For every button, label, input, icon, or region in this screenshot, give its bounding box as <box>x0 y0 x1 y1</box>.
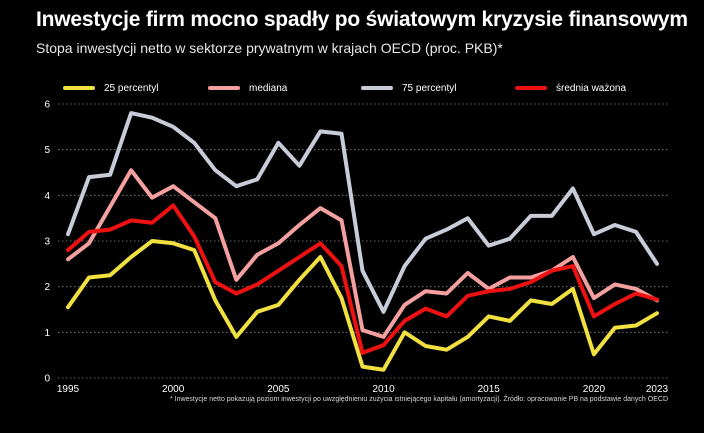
y-tick-label-3: 3 <box>44 237 50 248</box>
series-line-srednia-wazona <box>66 203 659 355</box>
legend-item-75-percentyl: 75 percentyl <box>361 80 456 96</box>
legend-label-25-percentyl: 25 percentyl <box>104 82 159 94</box>
x-tick-label-2005: 2005 <box>267 384 290 395</box>
legend-swatch-25-percentyl <box>63 86 95 90</box>
x-tick-label-2023: 2023 <box>646 384 669 395</box>
legend-swatch-srednia-wazona <box>515 86 547 90</box>
legend-label-mediana: mediana <box>249 82 288 94</box>
y-tick-label-1: 1 <box>44 328 50 339</box>
series-line-mediana <box>66 168 659 339</box>
legend-item-mediana: mediana <box>208 80 287 96</box>
x-tick-label-2020: 2020 <box>583 384 606 395</box>
y-tick-label-0: 0 <box>44 374 50 385</box>
series-line-25-percentyl <box>66 239 659 372</box>
y-tick-label-5: 5 <box>44 145 50 156</box>
series-line-75-percentyl <box>66 111 659 314</box>
x-tick-label-2000: 2000 <box>162 384 185 395</box>
y-tick-label-6: 6 <box>44 100 50 111</box>
legend-item-srednia-wazona: średnia ważona <box>515 80 626 96</box>
x-tick-label-1995: 1995 <box>57 384 80 395</box>
legend-item-25-percentyl: 25 percentyl <box>63 80 158 96</box>
legend-label-srednia-wazona: średnia ważona <box>556 82 627 94</box>
legend-label-75-percentyl: 75 percentyl <box>402 82 457 94</box>
y-tick-label-4: 4 <box>44 191 50 202</box>
legend-swatch-mediana <box>208 86 240 90</box>
legend-swatch-75-percentyl <box>361 86 393 90</box>
footnote: * Inwestycje netto pokazują poziom inwes… <box>169 396 668 403</box>
x-tick-label-2015: 2015 <box>478 384 501 395</box>
chart-subtitle: Stopa inwestycji netto w sektorze prywat… <box>36 40 503 56</box>
chart-legend: 25 percentyl mediana 75 percentyl średni… <box>0 80 704 96</box>
y-tick-label-2: 2 <box>44 282 50 293</box>
x-tick-label-2010: 2010 <box>372 384 395 395</box>
chart-title: Inwestycje firm mocno spadły po światowy… <box>36 8 688 31</box>
